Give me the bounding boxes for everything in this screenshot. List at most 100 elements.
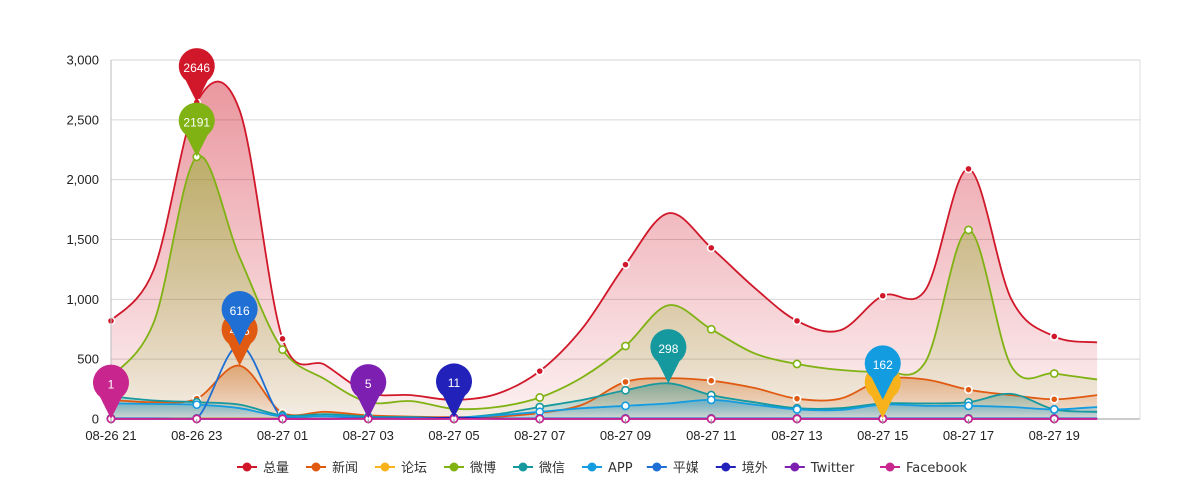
data-point-series [535, 393, 545, 402]
legend-label: 微博 [470, 461, 496, 476]
data-point-app [964, 401, 973, 411]
data-point-series [621, 377, 630, 387]
legend-item-series[interactable]: 新闻 [306, 460, 358, 476]
x-tick-label: 08-27 19 [1029, 428, 1080, 443]
data-point-app [192, 400, 202, 410]
y-tick-label: 2,500 [66, 112, 99, 127]
series-area-app [111, 399, 1098, 419]
legend[interactable]: 总量 新闻 论坛 微博 微信 APP 平媒 境外 Twitter Facebook [237, 460, 968, 476]
x-tick-label: 08-27 13 [771, 428, 822, 443]
y-tick-label: 1,500 [66, 232, 99, 247]
annotation-pin [864, 345, 901, 400]
data-point-series [621, 341, 630, 351]
legend-label: Facebook [906, 461, 968, 476]
y-tick-label: 1,000 [66, 292, 99, 307]
legend-swatch-marker [311, 462, 321, 472]
x-tick-label: 08-27 01 [257, 428, 308, 443]
data-point-series [535, 366, 545, 376]
data-point-series [792, 394, 802, 404]
y-tick-label: 500 [77, 352, 99, 367]
legend-item-series[interactable]: 微博 [444, 461, 496, 476]
annotation-pin [178, 48, 215, 103]
data-point-series [278, 345, 287, 354]
annotation-label: 616 [230, 304, 250, 318]
y-tick-label: 0 [92, 412, 99, 427]
legend-swatch-marker [652, 462, 662, 472]
data-point-series [1049, 332, 1059, 341]
legend-swatch-marker [587, 462, 597, 472]
annotation-label: 2646 [183, 61, 210, 75]
annotation-pins: 126462191445616511298162 [93, 48, 901, 419]
annotation-pin [221, 291, 258, 346]
x-tick-label: 08-27 09 [600, 428, 651, 443]
data-point-app [792, 405, 802, 414]
legend-swatch-marker [242, 462, 252, 472]
annotation-pin [178, 102, 215, 157]
legend-item-series[interactable]: 微信 [513, 461, 565, 476]
data-point-app [706, 395, 716, 405]
legend-swatch-marker [518, 462, 528, 472]
x-tick-label: 08-26 21 [85, 428, 136, 443]
legend-swatch-marker [885, 462, 895, 472]
data-point-series [278, 334, 287, 344]
legend-label: Twitter [810, 461, 855, 476]
data-point-series [792, 359, 802, 369]
data-point-app [621, 401, 630, 411]
annotation-label: 5 [365, 377, 372, 391]
annotation-pin [436, 363, 472, 418]
legend-swatch-marker [380, 462, 390, 472]
legend-label: 微信 [539, 461, 565, 476]
legend-label: 平媒 [673, 461, 699, 476]
data-point-series [792, 316, 802, 326]
axes: 0 500 1,000 1,500 2,000 2,500 3,000 08-26 21 08-… [66, 53, 1141, 443]
data-point-series [706, 324, 716, 334]
legend-label: 新闻 [332, 460, 358, 476]
x-tick-label: 08-27 11 [686, 428, 736, 443]
legend-swatch-marker [449, 462, 459, 472]
legend-item-series[interactable]: 境外 [715, 461, 768, 476]
x-tick-label: 08-27 03 [343, 428, 394, 443]
legend-item-series[interactable]: 论坛 [375, 461, 427, 476]
y-tick-label: 2,000 [66, 172, 99, 187]
x-tick-label: 08-26 23 [171, 428, 222, 443]
annotation-label: 11 [448, 376, 461, 390]
annotation-label: 162 [873, 358, 893, 372]
y-tick-label: 3,000 [66, 53, 99, 68]
annotation-pin [350, 364, 387, 419]
data-point-series [1049, 394, 1059, 404]
data-point-series [878, 291, 888, 301]
legend-label: 总量 [263, 461, 289, 476]
legend-swatch-marker [790, 462, 800, 472]
legend-label: 论坛 [401, 461, 427, 476]
data-point-series [706, 243, 716, 253]
legend-item-facebook[interactable]: Facebook [880, 461, 968, 476]
legend-label: APP [608, 461, 633, 476]
series-area-series [111, 155, 1098, 419]
series-area-series [111, 81, 1098, 420]
series-areas [111, 81, 1098, 420]
legend-label: 境外 [742, 461, 768, 476]
data-point-app [1049, 405, 1059, 414]
annotation-label: 1 [108, 377, 115, 391]
series-line-series [110, 154, 1098, 411]
data-point-series [964, 164, 973, 174]
series-line-series [110, 80, 1098, 401]
data-point-series [621, 385, 630, 395]
data-point-series [1049, 369, 1059, 378]
data-point-series [964, 225, 973, 235]
data-point-series [964, 385, 973, 395]
annotation-label: 2191 [183, 115, 210, 129]
data-point-series [706, 376, 716, 386]
x-tick-label: 08-27 17 [943, 428, 994, 443]
x-tick-label: 08-27 07 [514, 428, 565, 443]
legend-item-series[interactable]: 平媒 [646, 461, 699, 476]
legend-item-twitter[interactable]: Twitter [784, 461, 855, 476]
legend-swatch-marker [721, 462, 731, 472]
legend-item-series[interactable]: 总量 [237, 461, 289, 476]
annotation-label: 298 [658, 342, 678, 356]
x-tick-label: 08-27 15 [857, 428, 908, 443]
x-tick-label: 08-27 05 [428, 428, 479, 443]
legend-item-app[interactable]: APP [582, 461, 633, 476]
